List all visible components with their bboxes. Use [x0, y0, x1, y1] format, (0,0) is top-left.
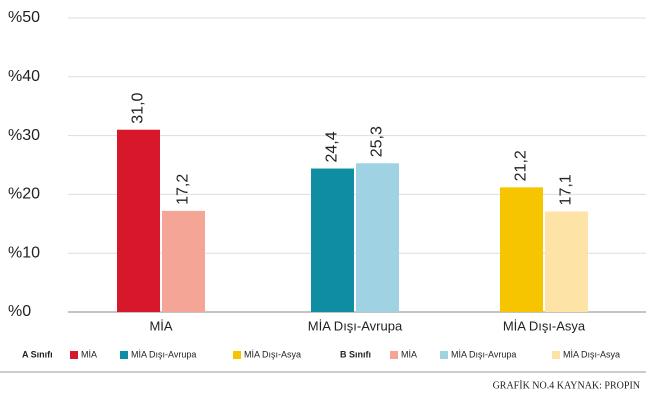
- y-tick-label: %30: [8, 127, 40, 144]
- x-tick-label: MİA Dışı-Avrupa: [308, 318, 403, 333]
- legend-label: MİA: [81, 349, 97, 359]
- x-tick-label: MİA: [149, 318, 172, 333]
- value-label: 25,3: [369, 126, 386, 157]
- legend-swatch: [390, 351, 398, 359]
- legend-swatch: [233, 351, 241, 359]
- legend-swatch: [552, 351, 560, 359]
- legend-swatch: [440, 351, 448, 359]
- value-label: 21,2: [513, 150, 530, 181]
- legend-label: MİA Dışı-Avrupa: [451, 349, 516, 359]
- y-tick-label: %0: [8, 303, 31, 320]
- legend-label: MİA Dışı-Asya: [244, 349, 301, 359]
- value-label: 31,0: [130, 92, 147, 123]
- y-tick-label: %10: [8, 244, 40, 261]
- legend-group: A Sınıfı: [22, 349, 53, 359]
- legend-label: MİA: [401, 349, 417, 359]
- bar: [356, 163, 399, 312]
- value-label: 17,2: [175, 174, 192, 205]
- legend-swatch: [120, 351, 128, 359]
- x-tick-label: MİA Dışı-Asya: [503, 318, 586, 333]
- bar: [162, 210, 205, 312]
- y-tick-label: %50: [8, 9, 40, 26]
- bar: [311, 168, 354, 312]
- legend-group: B Sınıfı: [340, 349, 371, 359]
- legend-swatch: [70, 351, 78, 359]
- legend-label: MİA Dışı-Asya: [563, 349, 620, 359]
- legend-label: MİA Dışı-Avrupa: [131, 349, 196, 359]
- y-tick-label: %40: [8, 68, 40, 85]
- y-tick-label: %20: [8, 186, 40, 203]
- bar: [545, 211, 588, 312]
- footer: GRAFİK NO.4 KAYNAK: PROPIN: [493, 379, 640, 391]
- value-label: 24,4: [324, 131, 341, 162]
- bar: [500, 187, 543, 312]
- bar: [117, 129, 160, 312]
- value-label: 17,1: [558, 174, 575, 205]
